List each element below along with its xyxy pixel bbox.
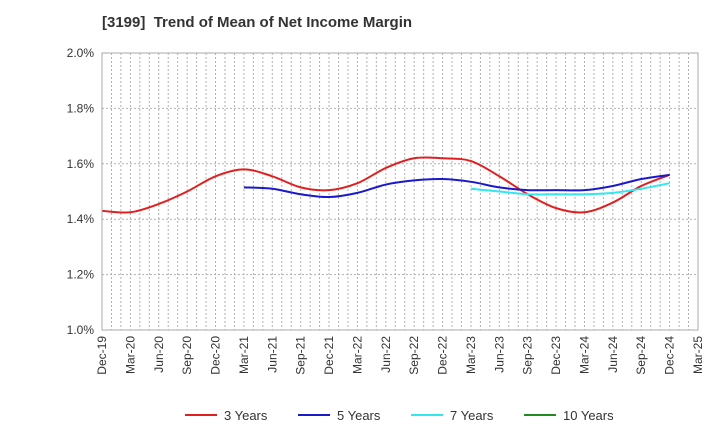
x-tick-label: Sep-23 [521,336,535,375]
x-tick-label: Jun-23 [492,336,506,373]
y-tick-label: 1.0% [67,323,95,337]
legend-label-7-years: 7 Years [450,408,494,423]
x-tick-label: Jun-20 [152,336,166,373]
legend-label-5-years: 5 Years [337,408,381,423]
x-tick-label: Mar-23 [464,336,478,374]
series-line-7-years [470,182,670,196]
x-tick-label: Dec-23 [549,336,563,375]
y-tick-label: 1.4% [67,212,95,226]
x-tick-label: Dec-22 [436,336,450,375]
x-tick-label: Dec-19 [95,336,109,375]
x-tick-label: Mar-22 [350,336,364,374]
plot-background [102,53,698,330]
y-tick-label: 1.2% [67,268,95,282]
y-tick-label: 1.8% [67,101,95,115]
x-tick-label: Jun-24 [606,336,620,373]
legend-label-3-years: 3 Years [224,408,268,423]
x-tick-label: Jun-22 [379,336,393,373]
x-axis-ticks: Dec-19 Mar-20 Jun-20 Sep-20 Dec-20 Mar-21 Jun-… [95,336,705,375]
x-tick-label: Dec-24 [663,336,677,375]
plot-frame [101,52,699,331]
series-line-5-years [243,173,670,199]
x-tick-label: Sep-20 [180,336,194,375]
y-axis-ticks: 1.0% 1.2% 1.4% 1.6% 1.8% 2.0% [67,46,95,337]
series-layer [101,156,670,214]
series-line-3-years [101,156,670,214]
x-tick-label: Jun-21 [265,336,279,373]
legend: 3 Years 5 Years 7 Years 10 Years [185,408,614,423]
x-tick-label: Mar-24 [577,336,591,374]
chart-title: [3199] Trend of Mean of Net Income Margi… [102,14,413,31]
x-tick-label: Sep-22 [407,336,421,375]
x-tick-label: Mar-20 [123,336,137,374]
x-tick-label: Dec-21 [322,336,336,375]
x-tick-label: Sep-21 [294,336,308,375]
x-tick-label: Mar-25 [691,336,705,374]
y-tick-label: 2.0% [67,46,95,60]
x-tick-label: Mar-21 [237,336,251,374]
x-tick-label: Dec-20 [209,336,223,375]
x-tick-label: Sep-24 [634,336,648,375]
y-tick-label: 1.6% [67,157,95,171]
legend-label-10-years: 10 Years [563,408,614,423]
